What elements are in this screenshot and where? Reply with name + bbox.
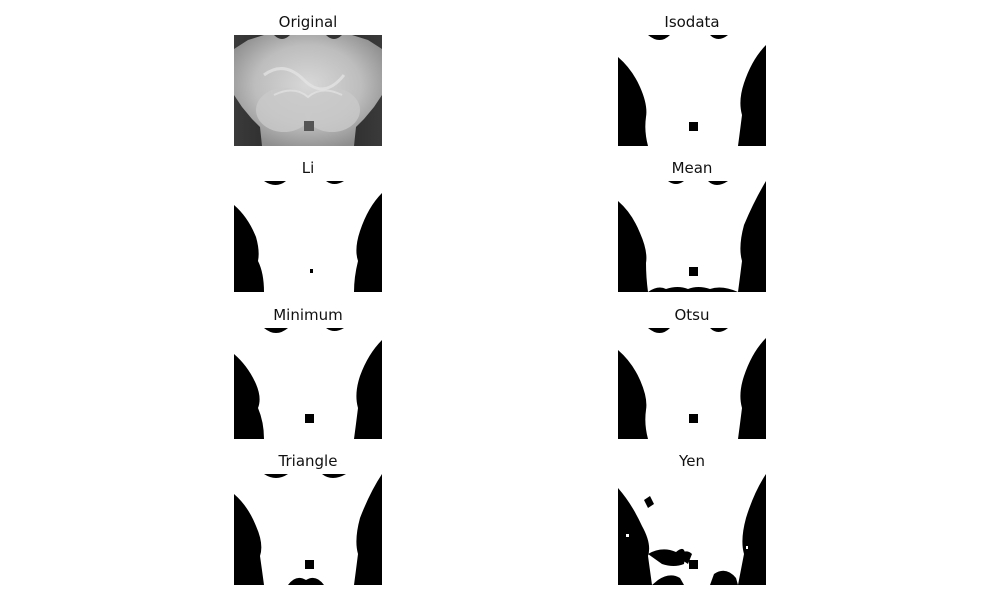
panel-title: Minimum <box>273 306 343 324</box>
panel-title: Isodata <box>664 13 720 31</box>
original-thermal-image <box>234 35 382 146</box>
yen-mask-image <box>618 474 766 585</box>
panel-title: Mean <box>671 159 713 177</box>
panel-mean: Mean <box>618 159 766 292</box>
otsu-mask-image <box>618 328 766 439</box>
mean-mask-image <box>618 181 766 292</box>
panel-minimum: Minimum <box>234 306 382 439</box>
panel-title: Yen <box>679 452 705 470</box>
panel-isodata: Isodata <box>618 13 766 146</box>
panel-original: Original <box>234 13 382 146</box>
triangle-mask-image <box>234 474 382 585</box>
panel-title: Original <box>278 13 338 31</box>
panel-li: Li <box>234 159 382 292</box>
panel-otsu: Otsu <box>618 306 766 439</box>
isodata-mask-image <box>618 35 766 146</box>
minimum-mask-image <box>234 328 382 439</box>
panel-title: Otsu <box>674 306 710 324</box>
panel-title: Triangle <box>278 452 338 470</box>
panel-yen: Yen <box>618 452 766 585</box>
panel-title: Li <box>301 159 315 177</box>
panel-triangle: Triangle <box>234 452 382 585</box>
li-mask-image <box>234 181 382 292</box>
